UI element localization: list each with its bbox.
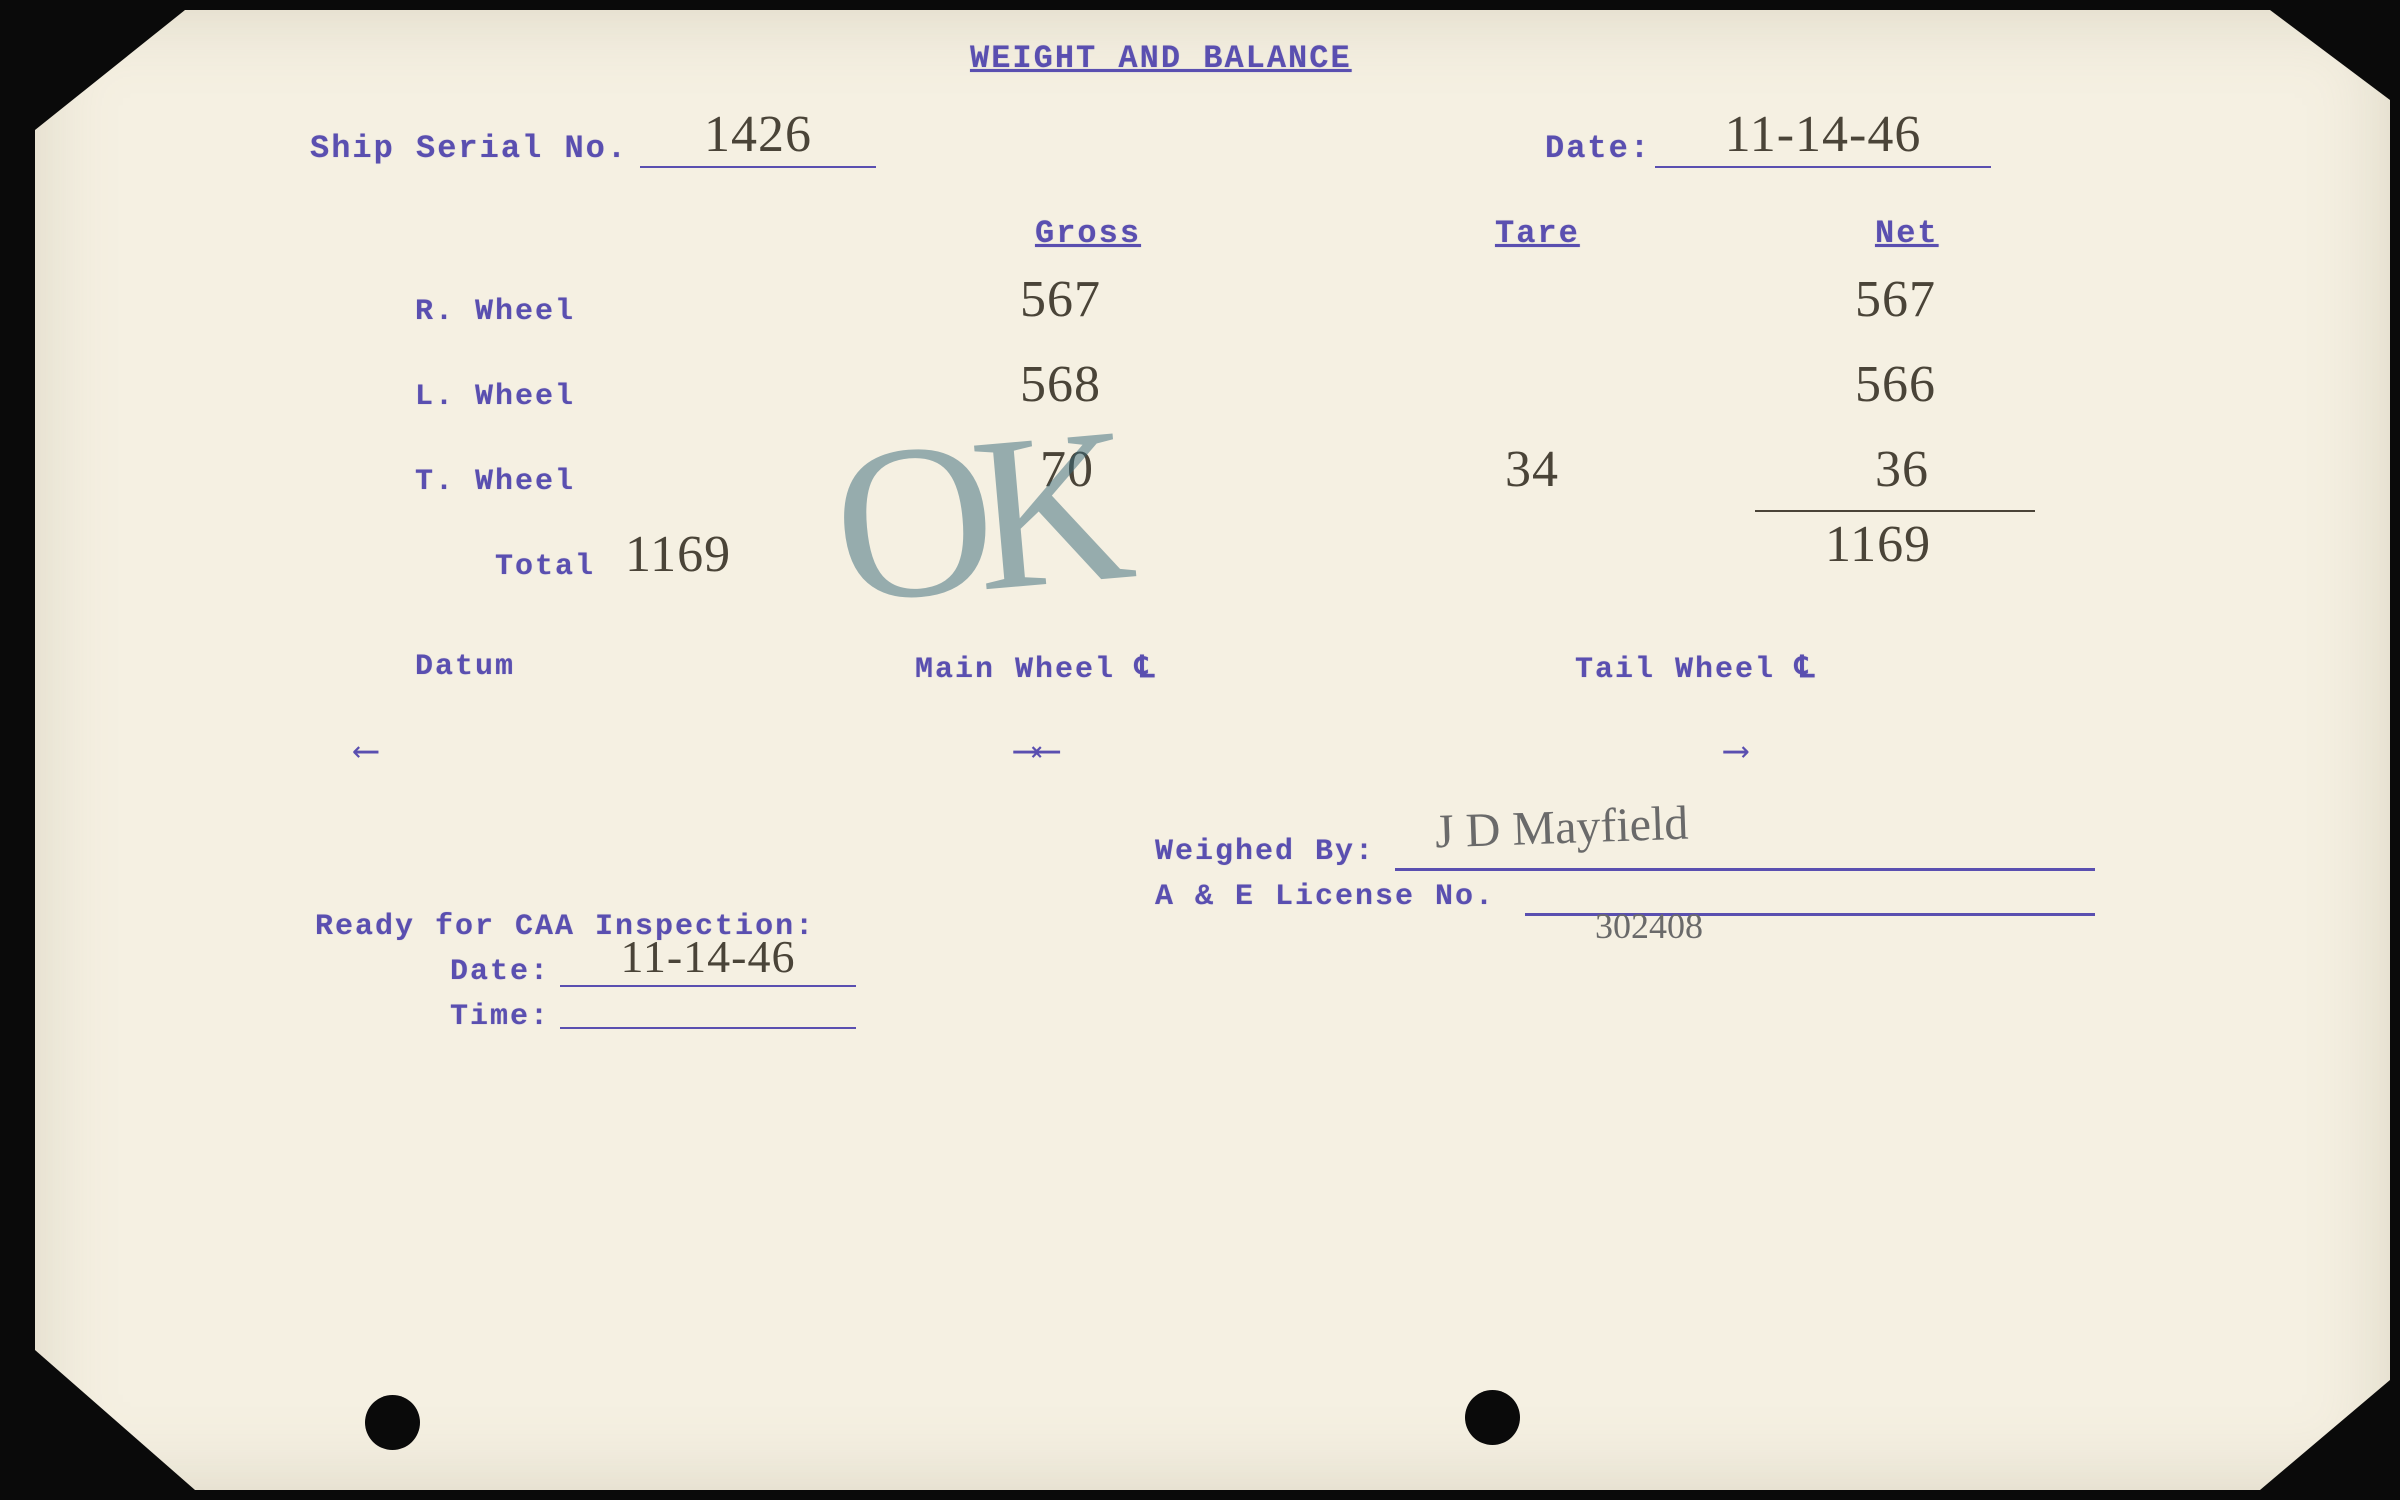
weighed-by-label: Weighed By: [1155,835,1375,869]
corner-fold-icon [35,10,185,130]
total-label: Total [495,550,595,584]
col-net: Net [1875,215,1939,252]
r-wheel-net: 567 [1855,270,1936,329]
t-wheel-tare: 34 [1505,440,1559,499]
arrow-mid-icon: ⟶⟵ [1015,730,1058,773]
caa-time-value [560,995,856,1029]
punch-hole-left [365,1395,420,1450]
tail-wheel-label: Tail Wheel ℄ [1575,650,1816,687]
caa-time-label: Time: [450,1000,550,1034]
document-title: WEIGHT AND BALANCE [970,40,1352,77]
col-gross: Gross [1035,215,1141,252]
main-wheel-label: Main Wheel ℄ [915,650,1156,687]
net-total-rule [1755,510,2035,512]
weighed-by-line [1395,868,2095,871]
t-wheel-net: 36 [1875,440,1929,499]
total-net: 1169 [1825,515,1931,574]
t-wheel-label: T. Wheel [415,465,575,499]
l-wheel-label: L. Wheel [415,380,575,414]
serial-value: 1426 [640,105,876,168]
col-tare: Tare [1495,215,1580,252]
r-wheel-label: R. Wheel [415,295,575,329]
caa-date-value: 11-14-46 [560,930,856,987]
corner-fold-icon [35,1350,195,1490]
date-value: 11-14-46 [1655,105,1991,168]
caa-date-label: Date: [450,955,550,989]
total-gross: 1169 [625,525,731,584]
corner-fold-icon [2260,1380,2390,1490]
punch-hole-right [1465,1390,1520,1445]
weighed-by-signature: J D Mayfield [1434,796,1689,860]
serial-label: Ship Serial No. [310,130,628,167]
date-label: Date: [1545,130,1651,167]
license-value: 302408 [1595,905,1703,947]
l-wheel-net: 566 [1855,355,1936,414]
arrow-right-icon: ⟶ [1725,730,1747,773]
document-paper: WEIGHT AND BALANCE Ship Serial No. 1426 … [35,10,2390,1490]
ok-stamp: OK [825,378,1124,654]
r-wheel-gross: 567 [1020,270,1101,329]
datum-label: Datum [415,650,515,684]
corner-fold-icon [2270,10,2390,100]
license-label: A & E License No. [1155,880,1495,914]
arrow-left-icon: ⟵ [355,730,377,773]
